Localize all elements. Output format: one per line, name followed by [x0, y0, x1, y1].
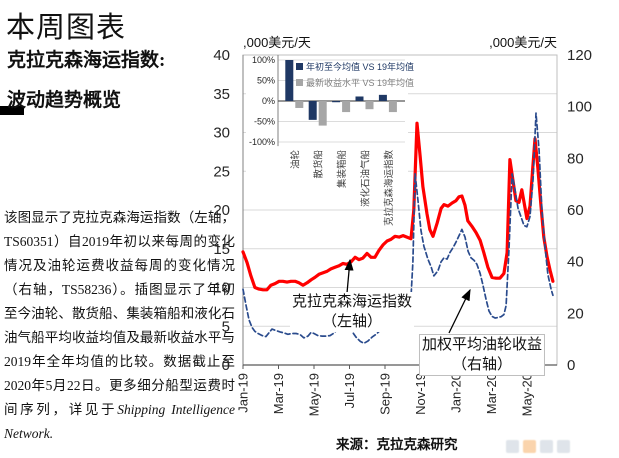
- svg-text:散货船: 散货船: [313, 150, 325, 179]
- svg-text:100%: 100%: [252, 55, 275, 65]
- svg-text:集装箱船: 集装箱船: [336, 150, 348, 189]
- description-reference: Shipping Intelligence Network.: [4, 402, 236, 441]
- svg-text:60: 60: [567, 202, 584, 219]
- annotation-clarksea-line2: （左轴）: [321, 314, 383, 330]
- svg-text:20: 20: [213, 202, 230, 219]
- svg-text:Sep-19: Sep-19: [378, 373, 393, 415]
- svg-text:0%: 0%: [262, 96, 275, 106]
- tanker-earnings-line: [242, 112, 554, 345]
- source-label: 来源：克拉克森研究: [336, 437, 458, 452]
- annotation-tanker-line2: （右轴）: [451, 357, 513, 373]
- svg-text:0: 0: [567, 357, 575, 374]
- svg-text:-50%: -50%: [254, 117, 275, 127]
- annotation-clarksea-line1: 克拉克森海运指数: [291, 294, 413, 310]
- svg-text:15: 15: [213, 241, 230, 258]
- svg-text:Jul-19: Jul-19: [342, 373, 357, 408]
- annotation-clarksea-index: 克拉克森海运指数 （左轴）: [289, 292, 415, 332]
- svg-text:40: 40: [213, 47, 230, 64]
- chart-subtitle-line2: 波动趋势概览: [7, 90, 122, 111]
- description-paragraph: 该图显示了克拉克森海运指数（左轴，TS60351）自2019年初以来每周的变化情…: [4, 206, 235, 446]
- svg-text:50%: 50%: [257, 76, 275, 86]
- svg-text:120: 120: [567, 47, 592, 64]
- svg-text:Mar-19: Mar-19: [271, 373, 286, 414]
- svg-text:80: 80: [567, 150, 584, 167]
- right-axis-ticks: 120 100 80 60 40 20 0: [567, 47, 592, 374]
- svg-text:40: 40: [567, 254, 584, 271]
- svg-text:Jan-20: Jan-20: [449, 373, 464, 413]
- svg-text:25: 25: [213, 163, 230, 180]
- chart-subtitle-line1: 克拉克森海运指数:: [7, 50, 166, 71]
- svg-text:油轮: 油轮: [289, 150, 301, 170]
- left-axis-title: ,000美元/天: [243, 35, 311, 50]
- svg-text:Jan-19: Jan-19: [236, 373, 251, 413]
- svg-text:May-19: May-19: [307, 373, 322, 416]
- svg-text:Mar-20: Mar-20: [484, 373, 499, 414]
- svg-text:5: 5: [222, 318, 230, 335]
- svg-text:液化石油气船: 液化石油气船: [360, 150, 372, 208]
- x-axis-ticks: Jan-19 Mar-19 May-19 Jul-19 Sep-19 Nov-19 Jan-…: [236, 365, 535, 416]
- inset-category-labels: 油轮 散货船 集装箱船 液化石油气船 克拉克森海运指数: [289, 150, 395, 227]
- svg-text:0: 0: [222, 357, 230, 374]
- chart-canvas: 40 35 30 25 20 15 10 5 0 120 100 80 60 40 20 0 ,000美元/天,…: [213, 35, 592, 416]
- svg-text:年初至今均值 VS 19年均值: 年初至今均值 VS 19年均值: [306, 61, 414, 72]
- page-title: 本周图表: [6, 12, 127, 44]
- left-axis-ticks: 40 35 30 25 20 15 10 5 0: [213, 47, 230, 374]
- latest-vs-19-bars: [295, 101, 397, 126]
- svg-text:20: 20: [567, 305, 584, 322]
- annotation-tanker-earnings: 加权平均油轮收益 （右轴）: [418, 334, 546, 376]
- svg-text:100: 100: [567, 99, 592, 116]
- svg-text:最新收益水平 VS 19年均值: 最新收益水平 VS 19年均值: [306, 77, 414, 88]
- right-axis-title: ,000美元/天: [489, 35, 557, 50]
- description-text: 该图显示了克拉克森海运指数（左轴，TS60351）自2019年初以来每周的变化情…: [4, 210, 235, 417]
- svg-text:Nov-19: Nov-19: [413, 373, 428, 415]
- inset-bar-chart: 100% 50% 0% -50% -100% 年初至今均值 VS 19年均值最新收益水平 …: [246, 55, 414, 226]
- svg-text:35: 35: [213, 86, 230, 103]
- ytd-vs-19-bars: [285, 60, 387, 120]
- svg-text:-100%: -100%: [249, 137, 275, 147]
- tanker-annotation-arrow: [448, 288, 471, 334]
- decoration-bar: [0, 106, 24, 115]
- svg-text:May-20: May-20: [520, 373, 535, 416]
- svg-text:30: 30: [213, 125, 230, 142]
- annotation-tanker-line1: 加权平均油轮收益: [421, 337, 543, 353]
- svg-text:克拉克森海运指数: 克拉克森海运指数: [383, 150, 395, 227]
- clarksea-chart: 40 35 30 25 20 15 10 5 0 120 100 80 60 40 20 0 ,000美元/天,…: [200, 30, 619, 435]
- svg-text:10: 10: [213, 280, 230, 297]
- clarksea-annotation-arrow: [344, 258, 354, 294]
- watermark-logo: [506, 440, 596, 458]
